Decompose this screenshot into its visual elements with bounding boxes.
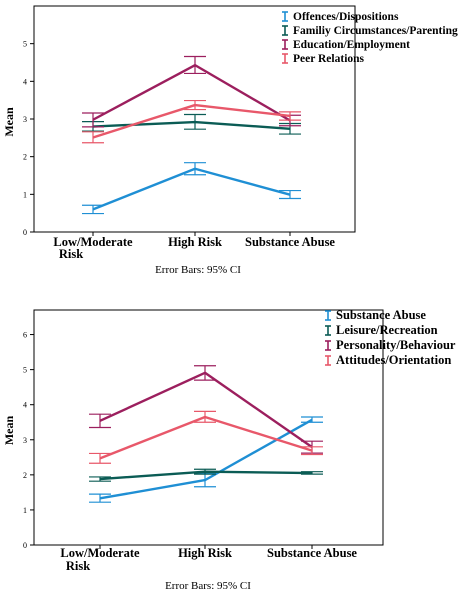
y-tick-label: 3 — [23, 115, 27, 124]
x-tick-label-line: Low/Moderate — [60, 546, 140, 560]
legend-label: Peer Relations — [293, 53, 365, 65]
legend-label: Familiy Circumstances/Parenting — [293, 25, 458, 37]
x-tick-label: Low/Moderate Risk — [53, 235, 133, 261]
x-tick-label: High Risk — [168, 235, 222, 249]
legend-label: Attitudes/Orientation — [336, 353, 451, 367]
y-tick-label: 5 — [23, 366, 27, 375]
y-tick-label: 4 — [23, 401, 27, 410]
x-tick-label: Substance Abuse — [267, 546, 357, 560]
series-education-employment — [82, 55, 301, 128]
x-tick-label-line: Risk — [66, 559, 90, 573]
series-peer-relations — [82, 99, 301, 144]
y-axis-label: Mean — [2, 416, 16, 446]
x-tick-label: High Risk — [178, 546, 232, 560]
y-tick-label: 4 — [23, 77, 27, 86]
x-tick-label: Low/Moderate Risk — [60, 546, 140, 573]
y-tick-label: 1 — [23, 190, 27, 199]
plot-frame — [33, 309, 384, 546]
legend-label: Leisure/Recreation — [336, 323, 438, 337]
series-line — [99, 371, 313, 449]
chart-1: 0 1 2 3 4 5 Mean Low/Moderate Risk High Risk Subst… — [2, 5, 458, 276]
y-tick-label: 0 — [23, 228, 27, 237]
x-tick-label-line: Low/Moderate — [53, 235, 133, 249]
y-tick-label: 5 — [23, 40, 27, 49]
y-axis-label: Mean — [2, 107, 16, 137]
series-line — [99, 470, 313, 481]
error-bars-note: Error Bars: 95% CI — [165, 580, 251, 592]
legend-label: Education/Employment — [293, 39, 410, 51]
y-tick-label: 3 — [23, 436, 27, 445]
series-personality-behaviour — [89, 365, 323, 454]
chart-2: 0 1 2 3 4 5 6 Mean Low/Moderate Risk High Risk Subs… — [2, 308, 456, 592]
x-tick-label-line: Risk — [59, 247, 83, 261]
legend-label: Offences/Dispositions — [293, 11, 399, 23]
y-tick-label: 2 — [23, 471, 27, 480]
legend-label: Substance Abuse — [336, 308, 426, 322]
series-attitudes-orientation — [89, 410, 323, 464]
series-leisure-recreation — [89, 468, 323, 482]
y-tick-label: 2 — [23, 153, 27, 162]
y-tick-label: 1 — [23, 506, 27, 515]
error-bars-note: Error Bars: 95% CI — [155, 264, 241, 276]
y-tick-label: 0 — [23, 541, 27, 550]
legend-label: Personality/Behaviour — [336, 338, 456, 352]
x-tick-label: Substance Abuse — [245, 235, 335, 249]
y-tick-label: 6 — [23, 331, 27, 340]
series-offences-dispositions — [82, 162, 301, 215]
